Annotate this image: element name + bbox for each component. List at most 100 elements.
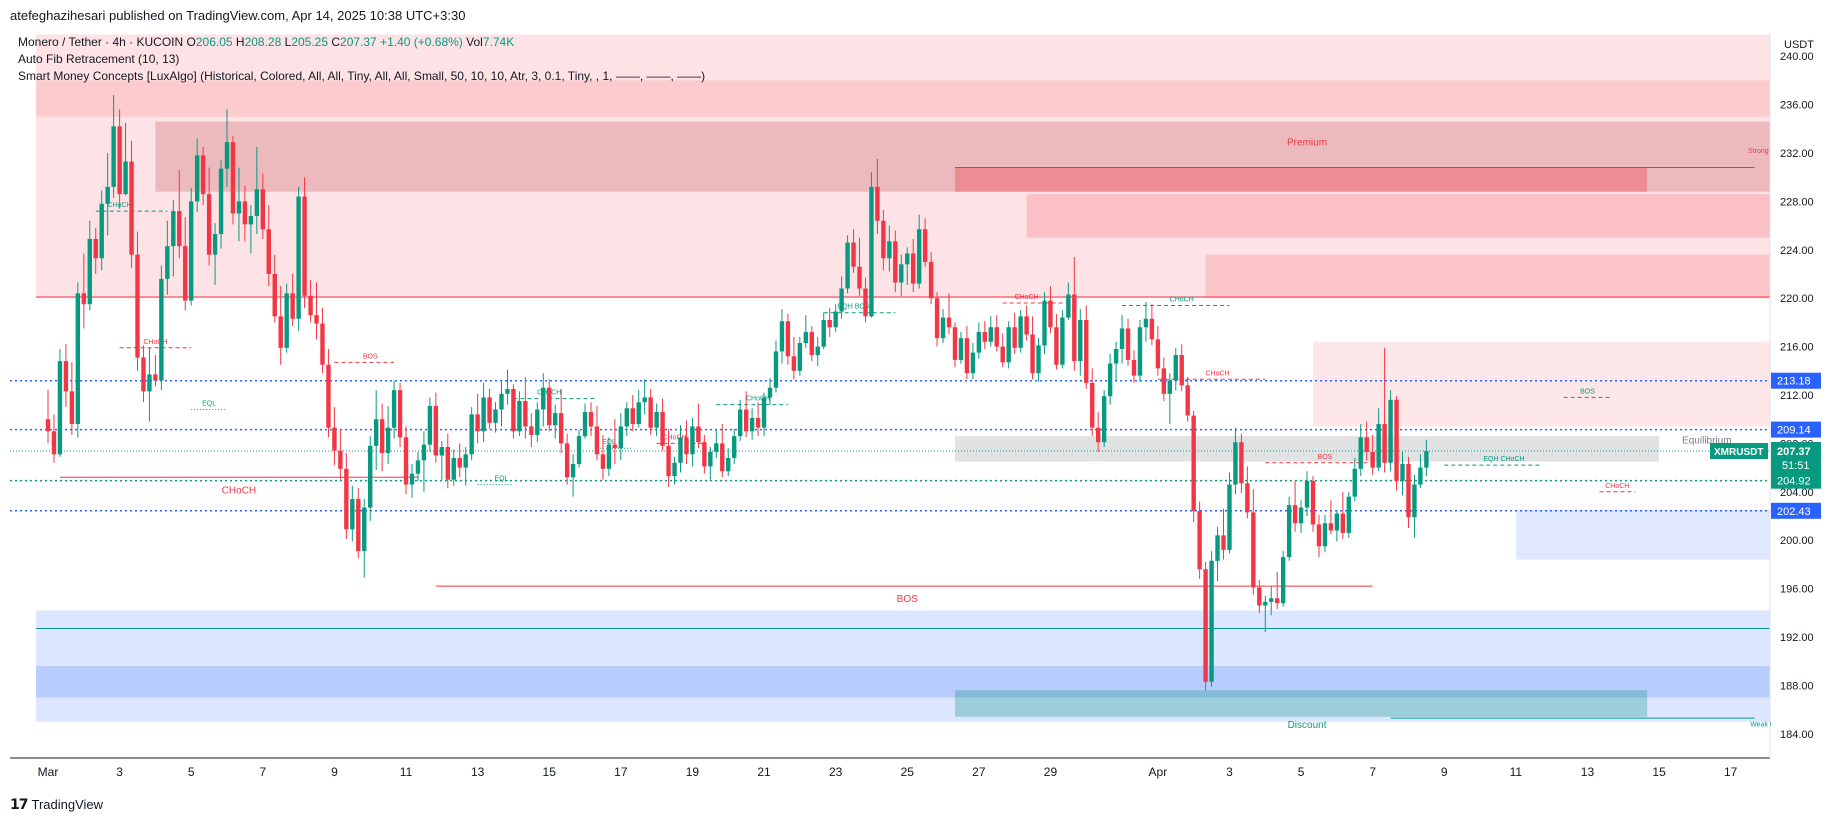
candle-body (1066, 294, 1071, 318)
candle-body (851, 242, 856, 267)
bear-ob-4 (1205, 254, 1770, 299)
low-label: L (284, 35, 292, 49)
candle-body (1334, 513, 1340, 531)
candle-body (911, 253, 916, 284)
price-level-tag (1771, 372, 1821, 389)
candle-body (379, 419, 385, 454)
candle-body (672, 462, 677, 477)
candle-body (236, 201, 242, 214)
candle-body (1191, 415, 1196, 512)
candle-body (1263, 601, 1268, 606)
candle-body (153, 374, 158, 381)
candle-body (356, 499, 361, 552)
candle-body (946, 317, 952, 328)
x-tick-label: 19 (686, 765, 700, 779)
candle-body (1197, 511, 1202, 570)
candle-body (1006, 327, 1011, 363)
x-tick-label: 15 (1652, 765, 1666, 779)
price-axis-panel[interactable] (1771, 32, 1835, 758)
candle-body (75, 293, 81, 425)
candle-body (87, 238, 92, 305)
symbol-tag-label: XMRUSDT (1714, 447, 1763, 458)
bull-ob-teal (954, 690, 1648, 717)
symbol-label[interactable]: Monero / Tether · 4h · KUCOIN (18, 35, 184, 49)
annotation-equilibrium: Equilibrium (1682, 435, 1731, 446)
x-tick-label: 5 (188, 765, 195, 779)
ohlc-row[interactable]: Monero / Tether · 4h · KUCOIN O206.05 H2… (18, 34, 705, 51)
bear-ob-3 (1026, 194, 1770, 238)
candle-body (887, 241, 892, 259)
bull-ob-small (1515, 509, 1770, 560)
candle-body (1328, 523, 1334, 531)
candle-body (863, 288, 868, 317)
candle-body (1412, 484, 1417, 518)
candle-body (523, 401, 528, 427)
price-level-tag (1771, 472, 1821, 489)
candle-body (1024, 316, 1029, 335)
candle-body (1322, 523, 1328, 547)
candle-body (797, 342, 803, 371)
candle-body (129, 161, 134, 255)
y-tick-label: 188.00 (1780, 680, 1814, 692)
x-tick-label: 3 (116, 765, 123, 779)
y-tick-label: 184.00 (1780, 729, 1814, 741)
candle-body (934, 298, 940, 339)
candle-body (338, 450, 343, 469)
candle-body (254, 189, 260, 216)
candle-body (1239, 442, 1244, 484)
candle-body (93, 238, 98, 259)
candle-body (1275, 598, 1280, 604)
candle-body (1018, 316, 1023, 348)
currency-label: USDT (1784, 39, 1814, 51)
candle-body (1185, 385, 1190, 416)
candle-body (815, 346, 820, 356)
candle-body (541, 387, 546, 410)
candle-body (803, 332, 809, 343)
candle-body (1382, 424, 1387, 463)
candle-body (648, 397, 653, 428)
candle-body (1072, 294, 1077, 362)
price-level-tag (1771, 502, 1821, 519)
candle-body (1352, 468, 1357, 497)
candle-body (905, 253, 910, 265)
candle-body (690, 426, 695, 455)
candle-body (1245, 483, 1250, 513)
candle-body (958, 338, 964, 360)
candle-body (1137, 327, 1143, 376)
candle-body (845, 242, 850, 289)
candle-body (696, 426, 701, 443)
y-tick-label: 228.00 (1780, 196, 1814, 208)
candle-body (702, 442, 707, 467)
countdown-label: 51:51 (1782, 460, 1810, 472)
candle-body (588, 411, 594, 427)
bos-low-label: BOS (897, 594, 918, 605)
tradingview-footer[interactable]: 𝟭𝟳 TradingView (10, 796, 103, 813)
candle-body (1251, 512, 1256, 588)
indicator-smc[interactable]: Smart Money Concepts [LuxAlgo] (Historic… (18, 69, 706, 83)
candle-body (135, 254, 140, 358)
candle-body (1406, 463, 1411, 518)
candle-body (1149, 318, 1155, 340)
candle-body (684, 437, 689, 455)
volume-label: Vol (466, 35, 483, 49)
candle-body (403, 437, 409, 485)
candle-body (899, 264, 904, 283)
candle-body (1388, 399, 1393, 463)
candle-body (445, 447, 450, 480)
candle-body (678, 437, 683, 463)
candle-body (141, 357, 146, 392)
candle-body (57, 361, 63, 455)
candle-body (123, 161, 128, 195)
candle-body (505, 388, 510, 394)
candle-body (1095, 427, 1101, 443)
choch-red-3-label: CHoCH (1015, 294, 1039, 301)
x-tick-label: 11 (1510, 765, 1523, 779)
candle-body (988, 327, 993, 342)
candle-body (1298, 507, 1304, 524)
candle-body (982, 332, 988, 342)
indicator-fib[interactable]: Auto Fib Retracement (10, 13) (18, 52, 180, 66)
candle-body (636, 402, 641, 425)
candle-body (1119, 328, 1125, 350)
candle-body (69, 391, 75, 425)
